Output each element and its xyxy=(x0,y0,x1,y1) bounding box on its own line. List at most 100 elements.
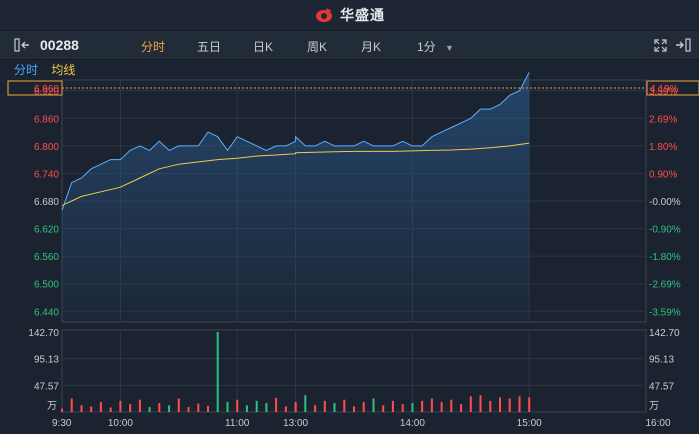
volume-bar xyxy=(177,398,180,412)
percent-tick-label: -2.69% xyxy=(649,280,681,291)
volume-bar xyxy=(353,406,355,412)
percent-tick-label: -1.80% xyxy=(649,252,681,263)
time-tick-label: 15:00 xyxy=(517,418,542,429)
volume-bar xyxy=(245,405,248,412)
percent-tick-label: 2.69% xyxy=(649,114,677,125)
time-tick-label: 11:00 xyxy=(225,418,250,429)
volume-bar xyxy=(333,403,336,412)
volume-tick-label: 47.57 xyxy=(34,381,59,392)
volume-bar xyxy=(421,400,424,412)
volume-bar xyxy=(99,401,102,412)
stock-symbol: 00288 xyxy=(40,37,79,53)
time-tick-label: 13:00 xyxy=(283,418,308,429)
time-tick-label: 16:00 xyxy=(645,418,670,429)
tab-intraday[interactable]: 分时 xyxy=(141,40,166,54)
fullscreen-icon[interactable] xyxy=(654,39,667,52)
expand-panel-icon[interactable] xyxy=(674,38,692,52)
price-tick-label: 6.860 xyxy=(34,114,59,125)
volume-tick-label: 95.13 xyxy=(34,355,59,366)
volume-bar xyxy=(129,404,132,412)
current-percent-label: 4.19% xyxy=(650,84,678,95)
volume-bar xyxy=(70,398,73,412)
volume-bars xyxy=(61,332,531,412)
volume-bar xyxy=(391,400,394,412)
volume-bar xyxy=(518,396,521,412)
price-tick-label: 6.620 xyxy=(34,225,59,236)
volume-tick-label: 142.70 xyxy=(28,328,59,339)
brand-logo-icon xyxy=(316,8,332,22)
price-tick-label: 6.920 xyxy=(34,87,59,98)
volume-unit-label-right: 万 xyxy=(649,401,659,412)
interval-dropdown[interactable]: 1分 ▼ xyxy=(417,38,454,55)
percent-tick-label: 1.80% xyxy=(649,142,677,153)
current-price-box xyxy=(7,80,63,96)
price-line xyxy=(61,72,530,211)
price-tick-label: 6.740 xyxy=(34,169,59,180)
volume-bar xyxy=(372,398,375,412)
volume-bar xyxy=(508,398,511,412)
volume-bar xyxy=(168,405,171,412)
tab-weekly-k[interactable]: 周K xyxy=(307,40,328,54)
volume-tick-label-right: 142.70 xyxy=(649,328,680,339)
volume-bar xyxy=(450,399,453,412)
volume-unit-label: 万 xyxy=(47,401,57,412)
axis-labels: 6.920 3.59% 6.860 2.69% 6.800 1.80% 6.740 0.90%… xyxy=(7,80,699,429)
volume-bar xyxy=(460,404,463,412)
volume-bar xyxy=(119,400,122,412)
volume-bar xyxy=(469,396,472,412)
price-tick-label: 6.440 xyxy=(34,307,59,318)
current-percent-box xyxy=(646,80,699,96)
price-tick-label: 6.560 xyxy=(34,252,59,263)
volume-bar xyxy=(158,403,161,412)
toolbar: 00288 分时 五日 日K 周K 月K 1分 ▼ xyxy=(0,31,699,60)
price-panel-frame xyxy=(61,79,647,323)
volume-bar xyxy=(294,401,297,412)
tab-five-day[interactable]: 五日 xyxy=(197,40,222,54)
price-tick-label: 6.800 xyxy=(34,142,59,153)
volume-bar xyxy=(382,405,385,412)
tab-daily-k[interactable]: 日K xyxy=(253,40,274,54)
legend-average: 均线 xyxy=(51,63,76,77)
volume-bar xyxy=(323,400,326,412)
price-tick-label: 6.500 xyxy=(34,280,59,291)
volume-bar xyxy=(236,399,239,412)
volume-bar xyxy=(343,399,346,412)
legend-price: 分时 xyxy=(14,63,39,77)
time-tick-label: 14:00 xyxy=(400,418,425,429)
chevron-down-icon: ▼ xyxy=(445,43,454,53)
volume-bar xyxy=(430,398,433,412)
chart-legend: 分时 均线 xyxy=(14,61,75,78)
volume-bar xyxy=(61,408,63,412)
average-line xyxy=(61,142,530,207)
brand-name: 华盛通 xyxy=(340,7,385,23)
volume-bar xyxy=(362,401,365,412)
volume-bar xyxy=(148,407,151,412)
collapse-panel-icon[interactable] xyxy=(14,38,32,52)
volume-bar xyxy=(275,398,278,412)
volume-bar xyxy=(109,407,112,412)
volume-bar xyxy=(80,405,83,412)
percent-tick-label: -0.00% xyxy=(649,197,681,208)
current-price-label: 6.960 xyxy=(34,84,59,95)
percent-tick-label: 0.90% xyxy=(649,169,677,180)
percent-tick-label: 3.59% xyxy=(649,87,677,98)
time-gridlines xyxy=(119,80,530,412)
time-tick-label: 9:30 xyxy=(52,418,72,429)
volume-bar xyxy=(226,401,229,412)
interval-value: 1分 xyxy=(417,40,436,54)
tab-monthly-k[interactable]: 月K xyxy=(361,40,382,54)
percent-tick-label: -0.90% xyxy=(649,225,681,236)
price-tick-label: 6.680 xyxy=(34,197,59,208)
volume-bar xyxy=(499,397,501,412)
volume-bar xyxy=(90,406,93,412)
volume-bar xyxy=(197,403,200,412)
volume-bar xyxy=(207,405,209,412)
brand-bar: 华盛通 xyxy=(0,0,699,31)
volume-tick-label-right: 47.57 xyxy=(649,381,674,392)
volume-bar xyxy=(489,400,492,412)
price-area xyxy=(62,72,530,322)
percent-tick-label: -3.59% xyxy=(649,307,681,318)
chart-grid xyxy=(61,79,647,413)
volume-bar xyxy=(284,406,287,412)
